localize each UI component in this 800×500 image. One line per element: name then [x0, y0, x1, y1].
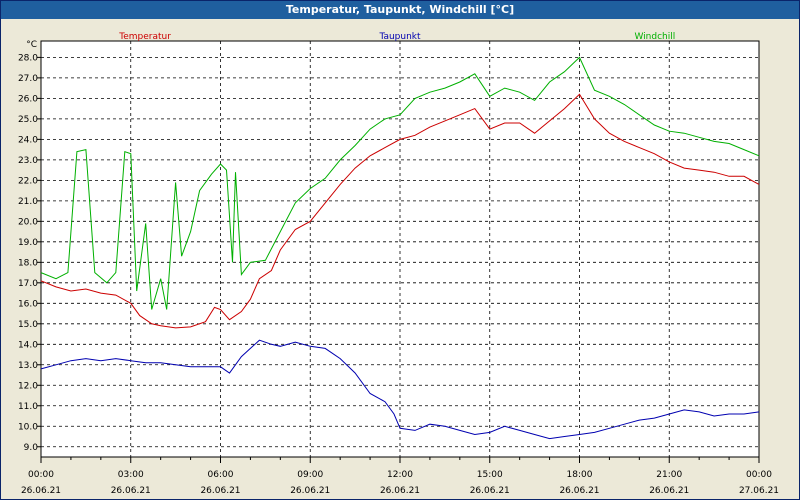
y-tick-label: 24.0: [18, 135, 38, 145]
y-tick-label: 10.0: [18, 422, 38, 432]
window-title: Temperatur, Taupunkt, Windchill [°C]: [1, 1, 799, 19]
x-tick-time: 03:00: [118, 470, 144, 480]
x-tick-date: 26.06.21: [649, 486, 689, 496]
x-tick-time: 18:00: [567, 470, 593, 480]
y-tick-label: 26.0: [18, 94, 38, 104]
x-tick-date: 26.06.21: [111, 486, 151, 496]
grid: [40, 40, 760, 458]
x-tick-date: 26.06.21: [380, 486, 420, 496]
y-tick-label: 15.0: [18, 320, 38, 330]
legend-label-taupunkt: Taupunkt: [378, 32, 421, 42]
legend-label-windchill: Windchill: [634, 32, 675, 42]
x-tick-date: 26.06.21: [290, 486, 330, 496]
x-tick-date: 26.06.21: [21, 486, 61, 496]
x-tick-date: 26.06.21: [559, 486, 599, 496]
y-tick-label: 28.0: [18, 53, 38, 63]
x-tick-date: 27.06.21: [739, 486, 779, 496]
chart-area: 9.0 10.0 11.0 12.0 13.0 14.0 15.0 16.0 17.0 18.0 1…: [18, 32, 779, 496]
x-tick-time: 00:00: [746, 470, 772, 480]
x-tick-time: 12:00: [387, 470, 413, 480]
y-tick-label: 23.0: [18, 156, 38, 166]
x-tick-date: 26.06.21: [200, 486, 240, 496]
y-tick-label: 22.0: [18, 176, 38, 186]
series-line-taupunkt: [40, 339, 760, 440]
x-tick-time: 15:00: [477, 470, 503, 480]
y-tick-label: 12.0: [18, 381, 38, 391]
y-tick-label: 9.0: [24, 443, 39, 453]
plot-background: [40, 40, 760, 458]
x-tick-time: 06:00: [208, 470, 234, 480]
y-tick-label: 11.0: [18, 402, 38, 412]
y-tick-label: 18.0: [18, 258, 38, 268]
y-tick-label: 17.0: [18, 279, 38, 289]
series-line-windchill: [40, 56, 760, 310]
y-tick-label: 19.0: [18, 238, 38, 248]
x-tick-date: 26.06.21: [470, 486, 510, 496]
axes: 9.0 10.0 11.0 12.0 13.0 14.0 15.0 16.0 17.0 18.0 1…: [18, 40, 779, 496]
x-tick-time: 00:00: [28, 470, 54, 480]
y-axis-unit: °C: [26, 40, 37, 50]
y-tick-label: 16.0: [18, 299, 38, 309]
legend-label-temperatur: Temperatur: [118, 32, 171, 42]
series-line-temperatur: [40, 93, 760, 329]
y-tick-label: 20.0: [18, 217, 38, 227]
y-tick-label: 21.0: [18, 197, 38, 207]
y-tick-label: 25.0: [18, 115, 38, 125]
series-lines: [40, 56, 760, 440]
y-tick-label: 27.0: [18, 74, 38, 84]
y-tick-label: 14.0: [18, 340, 38, 350]
x-tick-time: 21:00: [656, 470, 682, 480]
y-tick-label: 13.0: [18, 361, 38, 371]
x-tick-time: 09:00: [297, 470, 323, 480]
legend: Temperatur Taupunkt Windchill: [118, 32, 675, 42]
